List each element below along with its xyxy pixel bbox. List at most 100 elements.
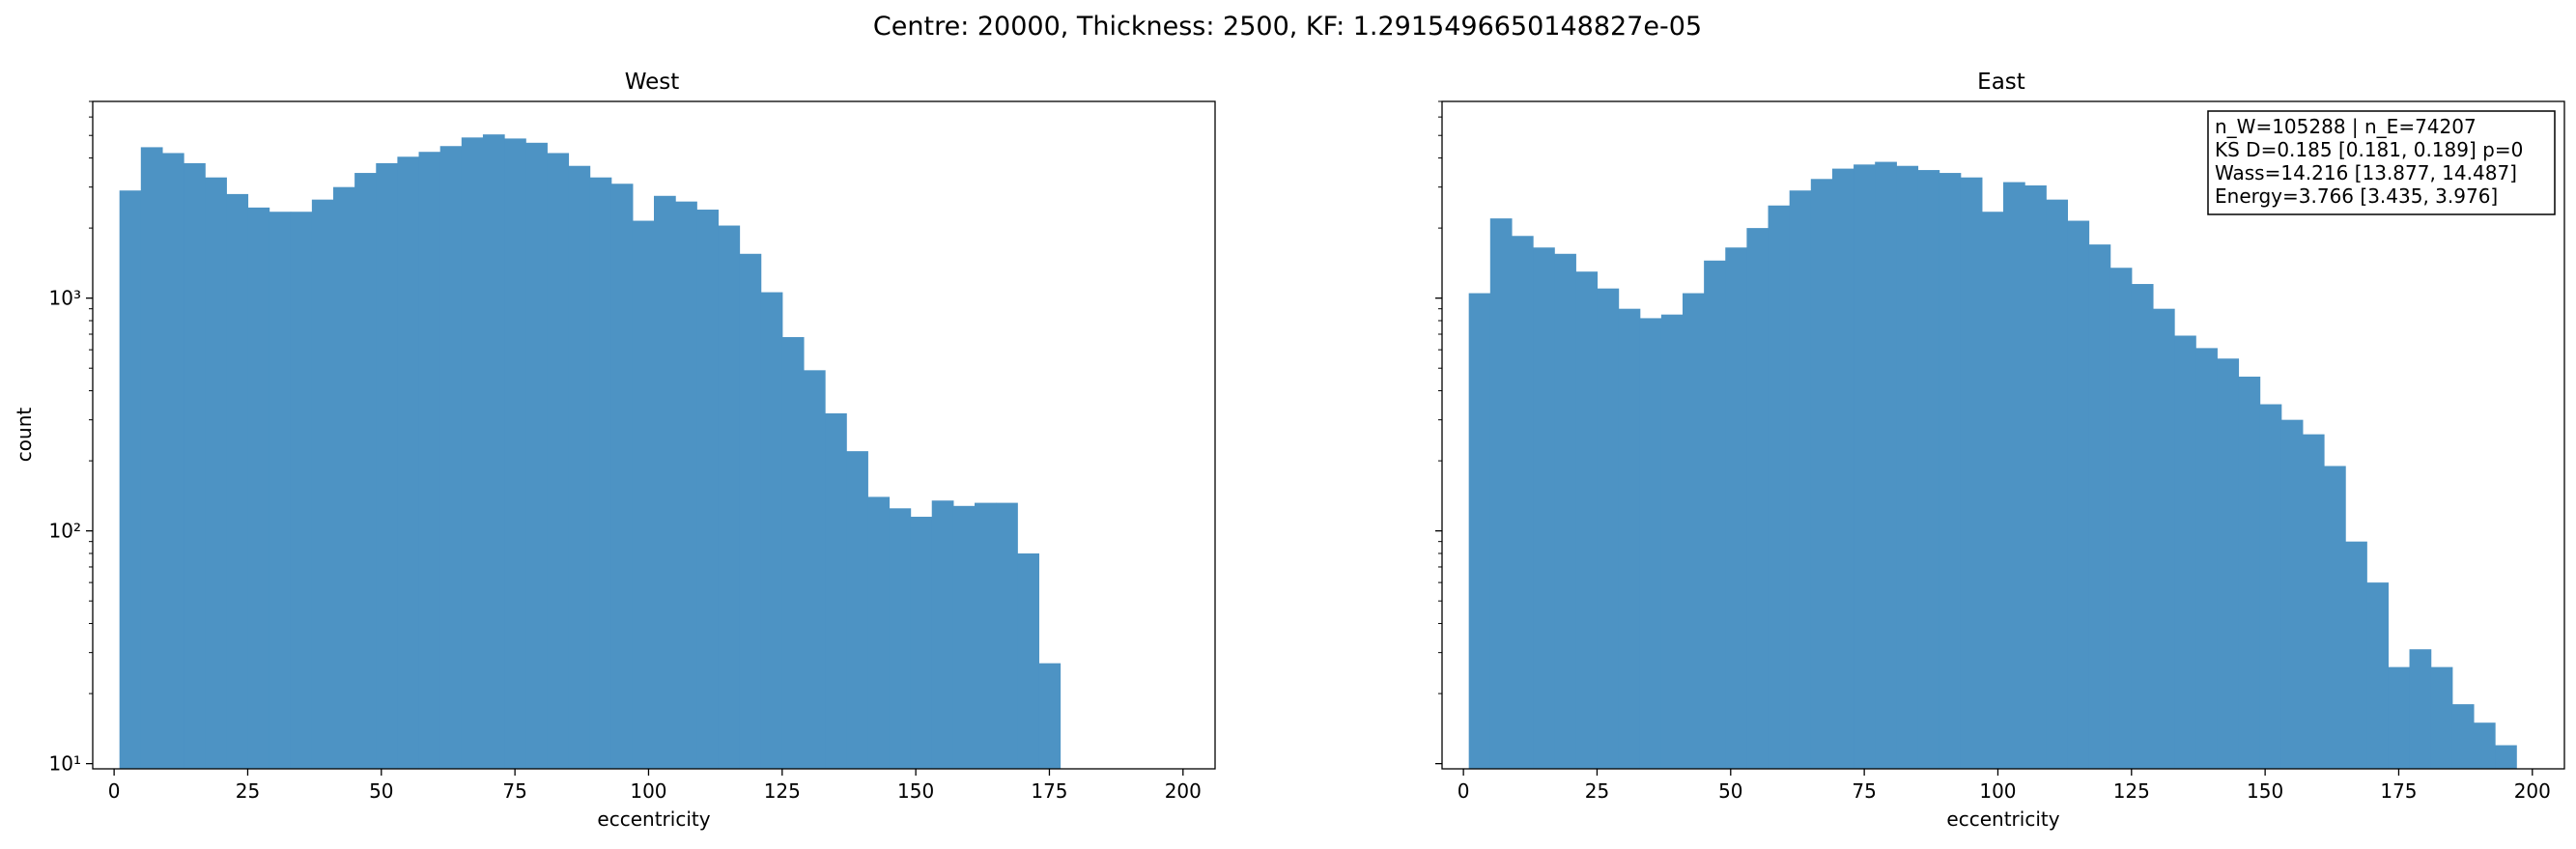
x-tick-label: 0: [1458, 779, 1470, 803]
x-tick-label: 125: [764, 779, 801, 803]
histogram-bar: [1554, 253, 1576, 769]
y-tick-label: 10¹: [49, 752, 81, 776]
west-axes-frame: [92, 100, 1216, 770]
histogram-bar: [1533, 247, 1555, 769]
histogram-bar: [1725, 247, 1747, 769]
y-tick-label: 10²: [49, 520, 81, 543]
stats-box-frame: [2207, 110, 2556, 215]
histogram-bar: [846, 451, 868, 769]
x-tick-label: 0: [108, 779, 121, 803]
histogram-bar: [803, 370, 826, 769]
histogram-bar: [654, 195, 676, 769]
histogram-bar: [461, 137, 484, 769]
histogram-bar: [333, 186, 355, 769]
histogram-bar: [1683, 293, 1705, 769]
histogram-bar: [1639, 318, 1662, 769]
histogram-bar: [1917, 170, 1940, 769]
histogram-bar: [2388, 666, 2411, 769]
x-tick-label: 175: [1031, 779, 1067, 803]
histogram-bar: [1489, 218, 1513, 769]
x-tick-label: 100: [630, 779, 666, 803]
histogram-bar: [205, 177, 227, 769]
histogram-bar: [1875, 161, 1897, 769]
histogram-bar: [2109, 268, 2133, 769]
west-x-axis-label: eccentricity: [597, 807, 710, 831]
histogram-bar: [161, 153, 184, 769]
histogram-bar: [2495, 745, 2517, 769]
histogram-bar: [525, 142, 548, 769]
histogram-bar: [290, 212, 313, 770]
histogram-bar: [867, 496, 891, 769]
histogram-bar: [2238, 376, 2261, 769]
x-tick-label: 200: [1165, 779, 1202, 803]
stats-line: KS D=0.185 [0.181, 0.189] p=0: [2215, 138, 2523, 161]
histogram-bar: [2430, 666, 2453, 769]
histogram-bar: [2217, 358, 2240, 769]
histogram-bar: [2003, 182, 2025, 769]
histogram-bar: [696, 210, 719, 769]
histogram-bar: [1468, 293, 1491, 769]
histogram-bar: [825, 412, 847, 769]
histogram-bar: [2174, 335, 2196, 769]
histogram-bar: [2366, 582, 2389, 769]
histogram-bar: [2409, 649, 2432, 769]
x-tick-label: 50: [1718, 779, 1742, 803]
x-tick-label: 25: [236, 779, 260, 803]
histogram-bar: [2345, 541, 2367, 769]
histogram-bar: [632, 220, 655, 770]
x-tick-label: 125: [2113, 779, 2150, 803]
histogram-bar: [247, 207, 270, 769]
east-x-ticks: 0 25 50 75 100 125 150 175 200: [1458, 769, 2551, 803]
histogram-bar: [1575, 271, 1599, 769]
east-panel-title: East: [1977, 70, 2025, 95]
histogram-bar: [2195, 348, 2218, 769]
east-axes-frame: [1441, 100, 2565, 770]
x-tick-label: 50: [369, 779, 393, 803]
histogram-bar: [996, 502, 1018, 769]
histogram-bar: [547, 153, 570, 769]
histogram-bar: [568, 165, 591, 770]
histogram-bar: [2324, 466, 2346, 769]
histogram-bar: [2046, 199, 2068, 769]
histogram-bar: [2152, 308, 2175, 769]
west-x-ticks: 0 25 50 75 100 125 150 175 200: [108, 769, 1202, 803]
stats-line: Wass=14.216 [13.877, 14.487]: [2215, 161, 2517, 184]
east-panel: East 0 25 50 75 100 125 150 175 200 eccentricity…: [1435, 70, 2565, 831]
histogram-bar: [1038, 663, 1062, 769]
histogram-bar: [1597, 288, 1620, 769]
histogram-bar: [2067, 220, 2090, 770]
histogram-bar: [1981, 212, 2004, 770]
stats-annotation-box: n_W=105288 | n_E=74207 KS D=0.185 [0.181…: [2207, 110, 2556, 215]
histogram-bar: [1746, 228, 1769, 770]
histogram-bar: [2088, 244, 2111, 769]
histogram-bar: [1960, 177, 1983, 769]
histogram-bar: [1660, 314, 1684, 769]
histogram-bar: [226, 193, 249, 769]
histogram-bar: [269, 212, 292, 770]
histogram-bar: [1939, 173, 1962, 770]
histogram-bar: [1017, 553, 1039, 769]
west-y-axis-label: count: [13, 408, 36, 463]
y-tick-label: 10³: [49, 287, 81, 310]
histogram-bar: [1896, 165, 1919, 770]
histogram-bar: [2259, 404, 2282, 769]
x-tick-label: 150: [2247, 779, 2283, 803]
x-tick-label: 75: [1852, 779, 1876, 803]
histogram-bar: [439, 146, 463, 770]
x-tick-label: 150: [897, 779, 934, 803]
histogram-bar: [2131, 284, 2154, 769]
histogram-bar: [1831, 168, 1854, 770]
histogram-bar: [781, 337, 805, 769]
east-x-axis-label: eccentricity: [1946, 807, 2059, 831]
x-tick-label: 25: [1585, 779, 1609, 803]
histogram-bar: [354, 173, 377, 770]
histogram-bar: [2024, 184, 2047, 769]
histogram-bar: [1768, 205, 1791, 769]
histogram-bar: [675, 201, 697, 769]
figure-title: Centre: 20000, Thickness: 2500, KF: 1.29…: [873, 12, 1702, 42]
histogram-bar: [1810, 179, 1833, 770]
histogram-bar: [119, 190, 142, 770]
histogram-bar: [418, 152, 441, 770]
